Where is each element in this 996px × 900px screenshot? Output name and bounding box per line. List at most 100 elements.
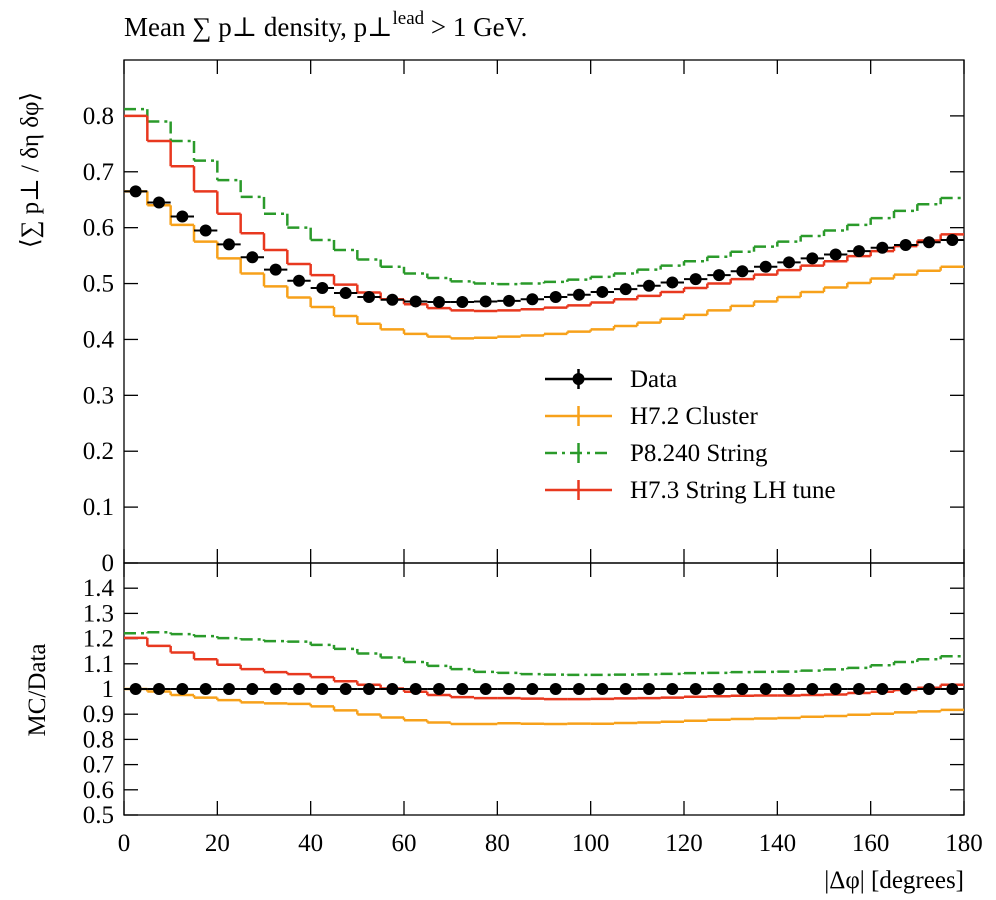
legend-label: Data — [630, 366, 677, 393]
data-point — [129, 185, 142, 198]
plot-area — [124, 631, 964, 726]
data-point — [269, 683, 282, 695]
x-tick-label: 140 — [759, 830, 797, 857]
data-point — [596, 683, 609, 695]
y-tick-label: 1.4 — [83, 575, 115, 602]
data-point — [479, 683, 492, 695]
data-point — [176, 683, 189, 695]
data-point — [503, 294, 515, 307]
data-point — [876, 683, 889, 695]
data-point — [409, 683, 422, 695]
data-point — [899, 683, 912, 695]
data-point — [643, 683, 655, 695]
x-tick-label: 100 — [572, 830, 610, 857]
data-point — [316, 282, 329, 295]
data-point — [409, 295, 422, 308]
data-point — [549, 683, 562, 695]
data-point — [736, 683, 749, 695]
data-point — [153, 196, 165, 209]
data-point — [713, 683, 725, 695]
x-tick-label: 40 — [298, 830, 323, 857]
y-tick-label: 0.8 — [83, 726, 114, 753]
data-point — [456, 295, 469, 308]
y-tick-label: 1.1 — [83, 651, 114, 678]
data-point — [293, 683, 305, 695]
data-point — [456, 683, 469, 695]
data-point — [176, 210, 189, 223]
legend-label: H7.2 Cluster — [630, 403, 758, 430]
data-point — [946, 683, 959, 695]
data-point — [619, 283, 632, 296]
plot-area — [124, 107, 964, 340]
plot-frame — [123, 59, 965, 564]
y-tick-label: 0.2 — [83, 438, 114, 465]
data-point — [923, 683, 935, 695]
data-point — [806, 252, 819, 265]
data-point — [713, 269, 725, 282]
y-tick-label: 0 — [102, 550, 115, 577]
y-axis-label: MC/Data — [24, 643, 51, 736]
y-tick-label: 0.6 — [83, 215, 114, 242]
data-point — [806, 683, 819, 695]
title-part: lead — [393, 8, 425, 29]
x-tick-label: 80 — [485, 830, 510, 857]
x-tick-label: 120 — [665, 830, 703, 857]
y-tick-label: 0.7 — [83, 752, 114, 779]
title-part: > 1 GeV. — [424, 12, 527, 42]
x-tick-label: 60 — [392, 830, 417, 857]
data-point — [666, 683, 679, 695]
data-point — [199, 224, 212, 237]
y-tick-label: 0.5 — [83, 271, 114, 298]
data-point — [526, 293, 539, 306]
data-point — [829, 248, 842, 261]
data-point — [246, 683, 259, 695]
y-tick-label: 1.2 — [83, 626, 114, 653]
data-point — [783, 256, 795, 269]
data-point — [386, 293, 399, 306]
data-point — [573, 288, 585, 301]
y-tick-label: 0.5 — [83, 802, 114, 829]
data-point — [526, 683, 539, 695]
data-point — [689, 683, 702, 695]
data-point — [596, 285, 609, 298]
title-part: Mean ∑ p⊥ density, p⊥ — [124, 12, 393, 42]
data-point — [689, 273, 702, 286]
y-tick-label: 0.8 — [83, 103, 114, 130]
data-point — [153, 683, 165, 695]
data-point — [759, 260, 772, 273]
y-tick-label: 1.3 — [83, 600, 114, 627]
data-point — [433, 683, 445, 695]
data-point — [619, 683, 632, 695]
data-point — [246, 251, 259, 264]
data-point — [269, 263, 282, 276]
data-point — [736, 265, 749, 278]
x-axis-label: |Δφ| [degrees] — [824, 867, 964, 894]
data-point — [853, 245, 865, 258]
y-axis-label: ⟨∑ p⊥ / δη δφ⟩ — [17, 92, 44, 248]
data-point — [759, 683, 772, 695]
y-tick-label: 0.4 — [83, 326, 115, 353]
data-point — [339, 683, 352, 695]
y-tick-label: 0.6 — [83, 777, 114, 804]
data-point — [293, 274, 305, 287]
data-point — [829, 683, 842, 695]
data-point — [549, 290, 562, 303]
y-tick-label: 0.1 — [83, 494, 114, 521]
data-point — [223, 683, 235, 695]
legend-label: H7.3 String LH tune — [630, 477, 836, 504]
x-tick-label: 0 — [118, 830, 131, 857]
y-tick-label: 0.7 — [83, 159, 114, 186]
legend-marker — [572, 373, 585, 385]
x-tick-label: 180 — [945, 830, 983, 857]
data-point — [386, 683, 399, 695]
data-point — [666, 276, 679, 289]
data-point — [783, 683, 795, 695]
data-point — [923, 236, 935, 249]
data-point — [876, 241, 889, 254]
data-point — [433, 295, 445, 308]
data-point — [316, 683, 329, 695]
data-point — [129, 683, 142, 695]
legend-label: P8.240 String — [630, 440, 768, 467]
x-tick-label: 20 — [205, 830, 230, 857]
